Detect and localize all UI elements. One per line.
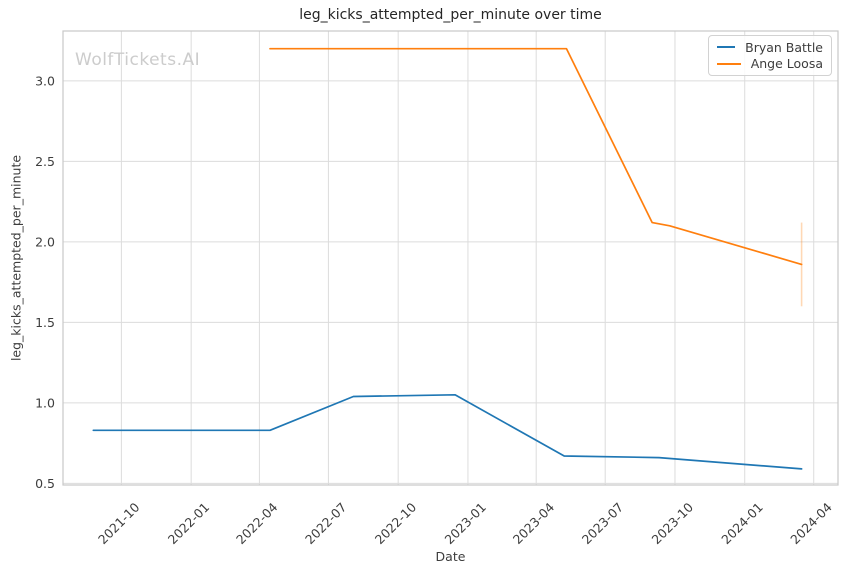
y-tick-label: 0.5 (35, 476, 55, 491)
x-axis-label: Date (435, 549, 466, 564)
y-axis-label: leg_kicks_attempted_per_minute (8, 154, 24, 362)
x-tick-label: 2022-01 (165, 500, 213, 548)
x-tick-label: 2024-01 (718, 500, 766, 548)
legend-label: Ange Loosa (750, 56, 823, 72)
legend: Bryan Battle Ange Loosa (708, 35, 832, 76)
legend-line-swatch (717, 46, 736, 49)
x-tick-label: 2023-04 (510, 499, 558, 547)
x-tick-label: 2022-04 (233, 499, 281, 547)
legend-label: Bryan Battle (745, 39, 823, 55)
legend-item-bryan-battle: Bryan Battle (717, 40, 823, 55)
y-tick-label: 1.0 (35, 395, 55, 410)
x-tick-label: 2024-04 (787, 499, 835, 547)
x-tick-label: 2022-10 (372, 499, 420, 547)
x-tick-label: 2023-07 (579, 500, 627, 548)
series-line-ange-loosa (269, 47, 803, 266)
x-tick-label: 2021-10 (95, 499, 143, 547)
y-tick-label: 1.5 (35, 315, 55, 330)
y-tick-label: 3.0 (35, 73, 55, 88)
legend-line-swatch (717, 62, 741, 65)
x-tick-label: 2023-10 (649, 499, 697, 547)
plot-border (62, 30, 839, 486)
watermark: WolfTickets.AI (75, 50, 201, 70)
x-tick-label: 2023-01 (442, 500, 490, 548)
legend-item-ange-loosa: Ange Loosa (717, 56, 823, 71)
chart-title: leg_kicks_attempted_per_minute over time (299, 7, 602, 23)
y-tick-label: 2.0 (35, 234, 55, 249)
series-line-bryan-battle (92, 393, 803, 470)
y-tick-label: 2.5 (35, 154, 55, 169)
x-tick-label: 2022-07 (302, 500, 350, 548)
